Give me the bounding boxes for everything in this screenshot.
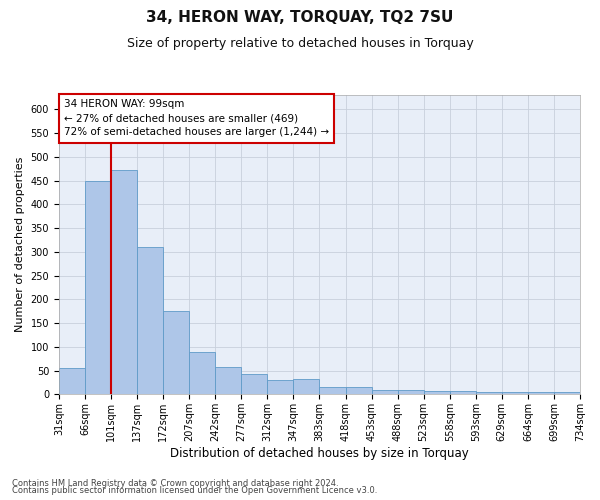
Bar <box>476 392 502 394</box>
Bar <box>424 391 450 394</box>
Bar <box>111 170 137 394</box>
Bar <box>346 387 371 394</box>
Y-axis label: Number of detached properties: Number of detached properties <box>15 157 25 332</box>
Bar <box>554 392 580 394</box>
X-axis label: Distribution of detached houses by size in Torquay: Distribution of detached houses by size … <box>170 447 469 460</box>
Bar <box>189 352 215 395</box>
Bar <box>319 387 346 394</box>
Bar <box>241 374 268 394</box>
Text: 34, HERON WAY, TORQUAY, TQ2 7SU: 34, HERON WAY, TORQUAY, TQ2 7SU <box>146 10 454 25</box>
Bar <box>293 379 319 394</box>
Bar <box>137 247 163 394</box>
Text: Size of property relative to detached houses in Torquay: Size of property relative to detached ho… <box>127 38 473 51</box>
Bar <box>215 367 241 394</box>
Bar <box>85 180 111 394</box>
Bar <box>371 390 398 394</box>
Bar <box>450 391 476 394</box>
Bar <box>502 392 528 394</box>
Bar <box>163 311 189 394</box>
Bar <box>528 392 554 394</box>
Text: 34 HERON WAY: 99sqm
← 27% of detached houses are smaller (469)
72% of semi-detac: 34 HERON WAY: 99sqm ← 27% of detached ho… <box>64 100 329 138</box>
Bar <box>398 390 424 394</box>
Text: Contains HM Land Registry data © Crown copyright and database right 2024.: Contains HM Land Registry data © Crown c… <box>12 478 338 488</box>
Bar <box>268 380 293 394</box>
Bar <box>59 368 85 394</box>
Text: Contains public sector information licensed under the Open Government Licence v3: Contains public sector information licen… <box>12 486 377 495</box>
